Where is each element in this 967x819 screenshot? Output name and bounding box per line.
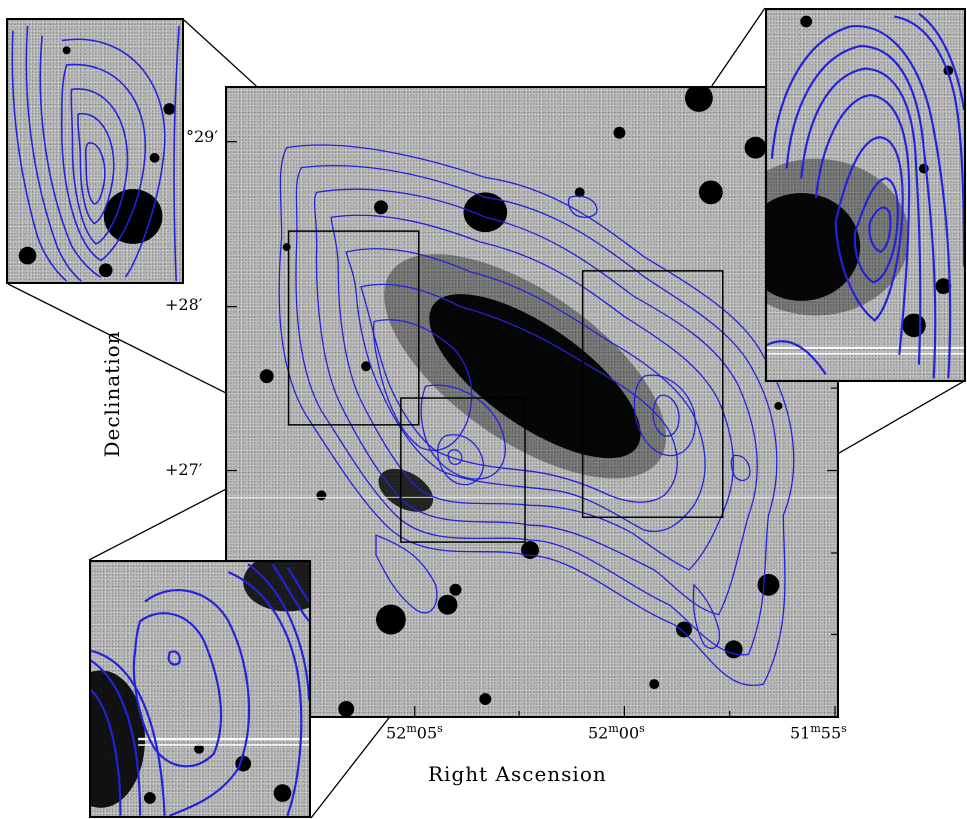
inset-bottom-left [89,560,311,818]
x-tick-label-2: 52m00s [588,722,645,743]
inset-top-left [6,18,184,284]
main-sky-image [227,88,837,716]
main-image-frame [225,86,839,718]
x-tick-label-3: 51m55s [790,722,847,743]
y-tick-label-2: +28′ [165,295,203,314]
y-tick-label-1: °29′ [186,127,218,146]
y-tick-label-3: +27′ [165,460,203,479]
y-axis-label: Declination [100,330,124,458]
zoom-boxes [287,230,724,543]
contour-lines [278,144,795,687]
x-axis-label: Right Ascension [428,762,607,786]
x-tick-label-1: 52m05s [386,722,443,743]
inset-top-right [765,8,966,382]
